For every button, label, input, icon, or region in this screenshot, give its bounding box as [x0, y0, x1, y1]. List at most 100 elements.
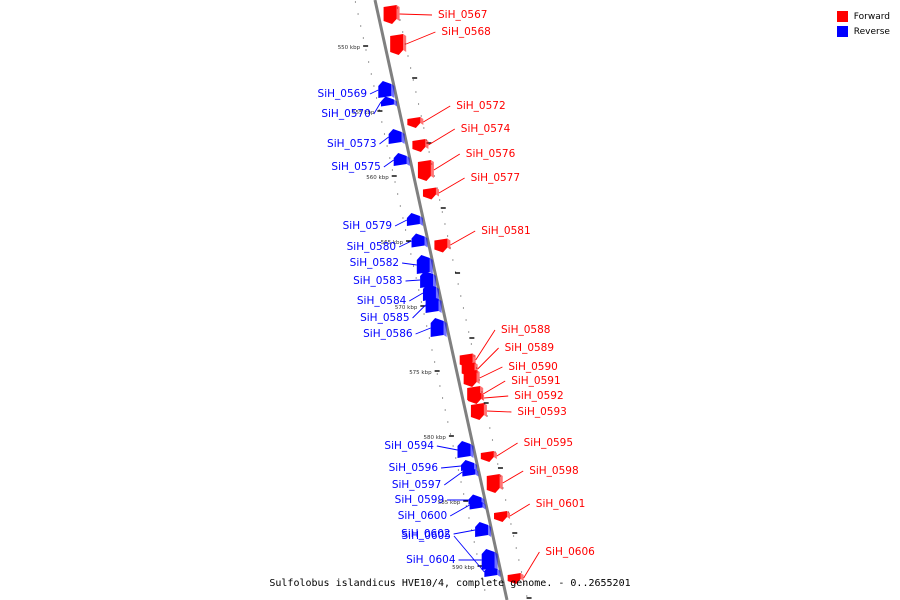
gene-label[interactable]: SiH_0588 — [501, 324, 550, 336]
gene-sih-0567[interactable]: SiH_0567 — [383, 5, 488, 24]
gene-sih-0583[interactable]: SiH_0583 — [353, 271, 437, 288]
gene-label[interactable]: SiH_0567 — [438, 9, 487, 21]
gene-label[interactable]: SiH_0580 — [347, 241, 396, 253]
gene-feature[interactable] — [480, 451, 494, 462]
gene-sih-0575[interactable]: SiH_0575 — [331, 153, 410, 173]
gene-label[interactable]: SiH_0602 — [401, 528, 450, 540]
gene-label[interactable]: SiH_0598 — [529, 465, 578, 477]
gene-feature[interactable] — [378, 81, 392, 98]
gene-feature[interactable] — [462, 466, 476, 477]
gene-feature[interactable] — [468, 393, 482, 404]
gene-sih-0604[interactable]: SiH_0604 — [406, 549, 498, 570]
gene-sih-0584[interactable]: SiH_0584 — [357, 284, 439, 307]
gene-label[interactable]: SiH_0590 — [508, 361, 557, 373]
legend-forward[interactable]: Forward — [836, 9, 890, 24]
gene-sih-0590[interactable]: SiH_0590 — [463, 361, 558, 387]
gene-sih-0581[interactable]: SiH_0581 — [434, 225, 531, 253]
gene-feature[interactable] — [463, 370, 477, 387]
gene-feature[interactable] — [481, 549, 495, 570]
gene-label[interactable]: SiH_0570 — [321, 108, 370, 120]
gene-feature[interactable] — [434, 238, 448, 253]
gene-feature[interactable] — [486, 474, 500, 493]
gene-sih-0594[interactable]: SiH_0594 — [384, 440, 474, 458]
gene-sih-0597[interactable]: SiH_0597 — [392, 466, 479, 492]
gene-feature[interactable] — [407, 117, 421, 128]
gene-sih-0596[interactable]: SiH_0596 — [389, 460, 478, 474]
gene-sih-0570[interactable]: SiH_0570 — [321, 96, 397, 121]
gene-sih-0595[interactable]: SiH_0595 — [480, 437, 573, 462]
gene-feature[interactable] — [422, 284, 436, 301]
gene-feature[interactable] — [411, 233, 425, 248]
gene-feature[interactable] — [383, 5, 397, 24]
gene-label[interactable]: SiH_0575 — [331, 161, 380, 173]
gene-feature[interactable] — [430, 318, 444, 337]
gene-sih-0602[interactable]: SiH_0602 — [401, 522, 492, 540]
gene-label[interactable]: SiH_0572 — [456, 100, 505, 112]
gene-sih-0579[interactable]: SiH_0579 — [343, 213, 423, 232]
gene-sih-0592[interactable]: SiH_0592 — [468, 390, 564, 404]
gene-sih-0577[interactable]: SiH_0577 — [422, 172, 520, 200]
gene-label[interactable]: SiH_0599 — [395, 494, 444, 506]
gene-feature[interactable] — [388, 129, 402, 144]
gene-feature[interactable] — [494, 511, 508, 522]
gene-feature[interactable] — [470, 403, 484, 420]
gene-label[interactable]: SiH_0591 — [511, 375, 560, 387]
gene-label[interactable]: SiH_0585 — [360, 312, 409, 324]
gene-feature[interactable] — [469, 499, 483, 510]
gene-label[interactable]: SiH_0573 — [327, 138, 376, 150]
gene-feature[interactable] — [457, 441, 471, 458]
gene-sih-0598[interactable]: SiH_0598 — [486, 465, 579, 493]
gene-label[interactable]: SiH_0589 — [505, 342, 554, 354]
gene-label[interactable]: SiH_0568 — [441, 26, 490, 38]
gene-sih-0606[interactable]: SiH_0606 — [507, 546, 596, 584]
gene-label[interactable]: SiH_0595 — [524, 437, 573, 449]
gene-feature[interactable] — [420, 271, 434, 288]
gene-feature[interactable] — [390, 34, 404, 55]
gene-label[interactable]: SiH_0604 — [406, 554, 456, 566]
gene-sih-0568[interactable]: SiH_0568 — [390, 26, 491, 55]
gene-feature[interactable] — [507, 573, 521, 584]
gene-label[interactable]: SiH_0597 — [392, 479, 441, 491]
gene-label[interactable]: SiH_0605 — [402, 530, 451, 542]
gene-feature[interactable] — [422, 187, 436, 200]
gene-feature[interactable] — [484, 566, 498, 577]
gene-sih-0582[interactable]: SiH_0582 — [350, 255, 433, 274]
gene-label[interactable]: SiH_0577 — [471, 172, 520, 184]
gene-sih-0576[interactable]: SiH_0576 — [417, 148, 516, 181]
gene-label[interactable]: SiH_0593 — [517, 406, 566, 418]
gene-feature[interactable] — [417, 160, 431, 181]
gene-label[interactable]: SiH_0586 — [363, 328, 413, 340]
gene-label[interactable]: SiH_0596 — [389, 462, 439, 474]
gene-sih-0573[interactable]: SiH_0573 — [327, 129, 405, 150]
gene-label[interactable]: SiH_0606 — [545, 546, 595, 558]
gene-feature[interactable] — [475, 522, 489, 537]
gene-sih-0589[interactable]: SiH_0589 — [461, 342, 554, 377]
gene-sih-0580[interactable]: SiH_0580 — [347, 233, 428, 254]
gene-sih-0600[interactable]: SiH_0600 — [398, 499, 486, 523]
gene-label[interactable]: SiH_0592 — [514, 390, 563, 402]
gene-label[interactable]: SiH_0581 — [481, 225, 530, 237]
gene-sih-0605[interactable]: SiH_0605 — [402, 530, 501, 577]
gene-sih-0586[interactable]: SiH_0586 — [363, 318, 447, 340]
gene-label[interactable]: SiH_0600 — [398, 510, 447, 522]
gene-sih-0585[interactable]: SiH_0585 — [360, 296, 442, 324]
gene-sih-0574[interactable]: SiH_0574 — [412, 123, 511, 152]
gene-label[interactable]: SiH_0569 — [318, 88, 367, 100]
gene-label[interactable]: SiH_0594 — [384, 440, 434, 452]
gene-label[interactable]: SiH_0579 — [343, 220, 392, 232]
gene-feature[interactable] — [412, 139, 426, 152]
gene-feature[interactable] — [380, 96, 394, 107]
gene-sih-0601[interactable]: SiH_0601 — [494, 498, 585, 522]
gene-label[interactable]: SiH_0601 — [536, 498, 585, 510]
gene-label[interactable]: SiH_0574 — [461, 123, 511, 135]
gene-label[interactable]: SiH_0576 — [466, 148, 516, 160]
gene-sih-0593[interactable]: SiH_0593 — [470, 403, 567, 420]
gene-sih-0569[interactable]: SiH_0569 — [318, 81, 395, 100]
gene-sih-0572[interactable]: SiH_0572 — [407, 100, 506, 128]
gene-label[interactable]: SiH_0583 — [353, 275, 402, 287]
gene-label[interactable]: SiH_0582 — [350, 257, 399, 269]
gene-feature[interactable] — [416, 255, 430, 274]
gene-feature[interactable] — [425, 296, 439, 313]
legend-reverse[interactable]: Reverse — [836, 24, 890, 39]
gene-feature[interactable] — [406, 213, 420, 226]
